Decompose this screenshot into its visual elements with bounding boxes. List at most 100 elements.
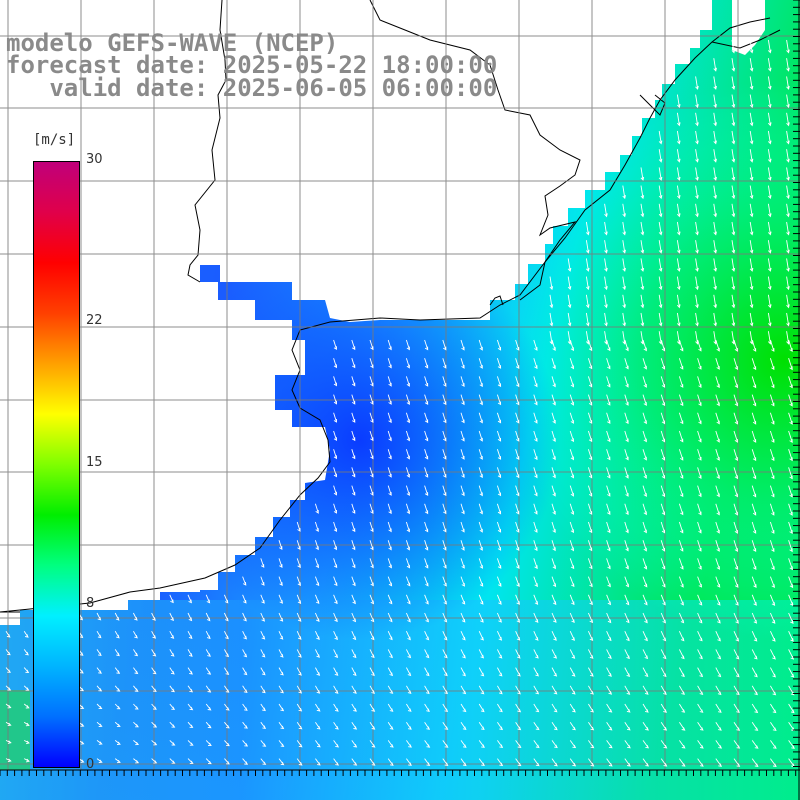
wind-arrow bbox=[697, 558, 702, 570]
wind-arrow bbox=[749, 221, 754, 236]
wind-arrow bbox=[769, 485, 775, 498]
wind-arrow bbox=[5, 685, 12, 691]
wind-arrow bbox=[769, 430, 775, 443]
wind-arrow bbox=[515, 685, 521, 695]
wind-arrow bbox=[405, 576, 411, 587]
wind-arrow bbox=[587, 540, 593, 552]
wind-arrow bbox=[369, 594, 375, 605]
wind-arrow bbox=[315, 721, 321, 730]
wind-arrow bbox=[606, 576, 611, 588]
wind-arrow bbox=[96, 667, 102, 674]
wind-arrow bbox=[733, 558, 739, 570]
wind-arrow bbox=[587, 358, 593, 370]
wind-arrow bbox=[406, 721, 412, 730]
wind-arrow bbox=[767, 76, 772, 90]
wind-arrow bbox=[424, 467, 429, 478]
wind-arrow bbox=[606, 558, 611, 570]
wind-arrow bbox=[658, 185, 663, 200]
wind-arrow bbox=[533, 521, 538, 533]
wind-arrow bbox=[769, 394, 775, 407]
wind-arrow bbox=[133, 740, 140, 746]
wind-arrow bbox=[224, 649, 230, 658]
wind-arrow bbox=[478, 685, 485, 695]
wind-arrow bbox=[460, 449, 465, 460]
wind-arrow bbox=[769, 521, 775, 534]
wind-arrow bbox=[751, 685, 758, 696]
wind-arrow bbox=[767, 185, 772, 200]
wind-arrow bbox=[387, 667, 394, 677]
wind-arrow bbox=[749, 149, 754, 163]
wind-arrow bbox=[315, 667, 321, 676]
title-forecast-date: forecast date: 2025-05-22 18:00:00 bbox=[6, 51, 498, 79]
wind-arrow bbox=[314, 558, 320, 569]
wind-arrow bbox=[460, 558, 465, 569]
wind-arrow bbox=[333, 467, 337, 478]
wind-arrow bbox=[606, 449, 611, 461]
wind-arrow bbox=[351, 467, 356, 478]
wind-arrow bbox=[387, 540, 392, 551]
wind-arrow bbox=[658, 130, 663, 145]
wind-arrow bbox=[478, 667, 485, 677]
wind-arrow bbox=[242, 685, 248, 694]
wind-arrow bbox=[749, 185, 754, 200]
wind-arrow bbox=[749, 76, 754, 90]
wind-arrow bbox=[497, 685, 503, 695]
wind-arrow bbox=[205, 758, 212, 765]
wind-arrow bbox=[660, 758, 668, 767]
wind-arrow bbox=[676, 331, 681, 345]
wind-arrow bbox=[569, 740, 577, 749]
wind-arrow bbox=[460, 685, 467, 695]
wind-arrow bbox=[515, 758, 522, 767]
wind-arrow bbox=[697, 649, 703, 660]
wind-arrow bbox=[333, 758, 340, 766]
wind-arrow bbox=[622, 240, 626, 254]
wind-arrow bbox=[424, 558, 429, 569]
wind-arrow bbox=[333, 703, 339, 712]
wind-arrow bbox=[569, 503, 574, 515]
wind-arrow bbox=[442, 576, 447, 587]
wind-arrow bbox=[606, 594, 612, 606]
wind-arrow bbox=[733, 685, 740, 696]
wind-arrow bbox=[642, 358, 647, 370]
wind-arrow bbox=[676, 240, 681, 254]
wind-arrow bbox=[151, 703, 157, 710]
wind-arrow bbox=[460, 594, 466, 605]
wind-arrow bbox=[569, 467, 574, 479]
wind-arrow bbox=[533, 721, 540, 731]
wind-arrow bbox=[604, 276, 608, 291]
wind-arrow bbox=[569, 649, 576, 659]
wind-arrow bbox=[660, 394, 666, 407]
wind-arrow bbox=[114, 703, 121, 710]
wind-arrow bbox=[442, 339, 447, 351]
wind-arrow bbox=[515, 649, 521, 659]
wind-arrow bbox=[640, 167, 645, 181]
wind-arrow bbox=[733, 576, 739, 588]
wind-arrow bbox=[478, 558, 484, 569]
wind-arrow bbox=[278, 612, 284, 622]
wind-arrow bbox=[205, 630, 211, 640]
wind-arrow bbox=[786, 240, 790, 254]
wind-arrow bbox=[369, 503, 374, 515]
wind-arrow bbox=[622, 221, 626, 236]
wind-arrow bbox=[660, 612, 666, 624]
wind-arrow bbox=[660, 430, 666, 443]
wind-arrow bbox=[23, 721, 30, 727]
wind-arrow bbox=[751, 521, 757, 534]
wind-arrow bbox=[478, 485, 483, 497]
wind-arrow bbox=[606, 412, 611, 424]
wind-arrow bbox=[751, 503, 757, 516]
wind-arrow bbox=[731, 221, 736, 236]
wind-arrow bbox=[260, 594, 265, 604]
wind-arrow bbox=[424, 503, 429, 515]
wind-arrow bbox=[676, 149, 681, 163]
colorbar-tick-label: 30 bbox=[86, 152, 103, 167]
wind-arrow bbox=[569, 430, 574, 443]
wind-arrow bbox=[551, 685, 558, 695]
wind-arrow bbox=[351, 449, 356, 460]
wind-arrow bbox=[697, 449, 702, 461]
wind-arrow bbox=[424, 758, 431, 766]
wind-arrow bbox=[551, 558, 556, 570]
wind-arrow bbox=[405, 358, 410, 369]
wind-arrow bbox=[460, 358, 465, 369]
